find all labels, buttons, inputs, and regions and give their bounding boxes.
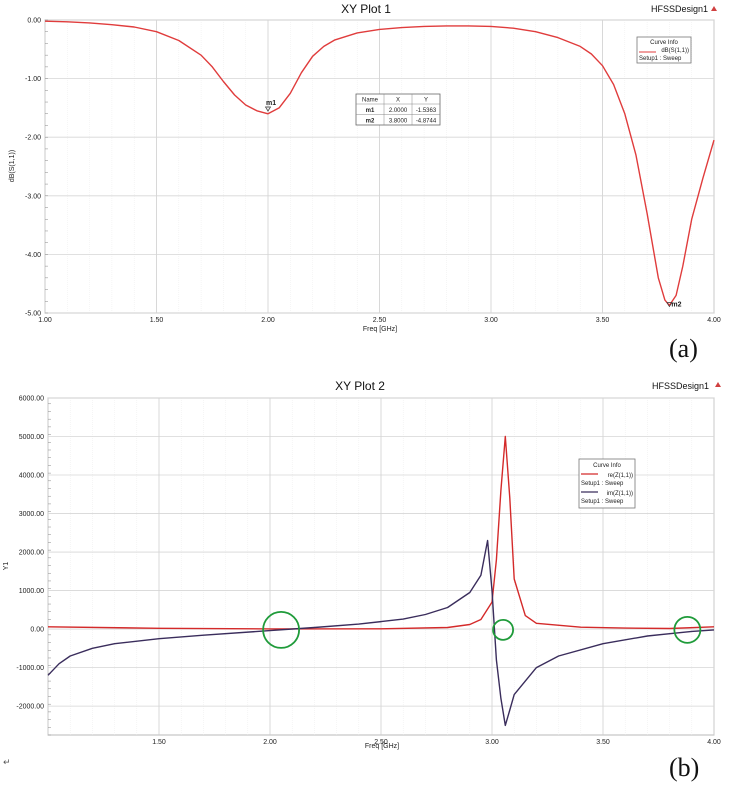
marker-table-header-x: X [396,98,400,104]
plot1-design-label: HFSSDesign1 [651,4,708,14]
marker-table-cell: m2 [366,119,375,125]
plot2-y-tick-label: 2000.00 [19,550,44,557]
plot1-y-tick-label: 0.00 [27,18,41,25]
marker-m1-glyph [264,106,272,112]
marker-m1-label: m1 [266,100,276,107]
plot2-legend-title: Curve Info [593,463,621,469]
plot2-x-tick-label: 2.00 [263,739,277,746]
plot2-series-line-1 [47,539,715,727]
plot2-y-tick-label: 5000.00 [19,434,44,441]
plot2-highlight-circle [673,615,702,644]
plot1-y-tick-label: -2.00 [25,135,41,142]
plot1-series [44,20,715,307]
marker-m2-glyph [666,302,673,308]
plot2-y-tick-label: 4000.00 [19,473,44,480]
marker-table-header-y: Y [424,98,428,104]
plot2-x-tick-label: 3.50 [596,739,610,746]
plot1-y-tick-label: -3.00 [25,193,41,200]
plot2-series [47,435,715,727]
plot2-x-tick-label: 4.00 [707,739,721,746]
plot1-x-tick-label: 3.50 [596,317,610,324]
marker-table-cell: 2.0000 [389,108,408,114]
plot1-markers: m1 m2 [264,100,682,309]
plot2-y-tick-label: 6000.00 [19,396,44,403]
marker-table-cell: -4.8744 [416,119,437,125]
plot1-x-tick-label: 2.00 [261,317,275,324]
plot1-y-tick-label: -4.00 [25,252,41,259]
plot1-grid [44,19,715,314]
plot2-legend: Curve Info re(Z(1,1)) Setup1 : Sweep im(… [578,458,636,509]
marker-m2-label: m2 [671,302,681,309]
plot1-title: XY Plot 1 [341,2,391,16]
plot1-series-line-0 [44,20,715,307]
plot2-title: XY Plot 2 [335,379,385,393]
panel-label-b: (b) [669,753,700,782]
marker-table-cell: m1 [366,108,375,114]
plot1-y-axis-title: dB(S(1,1)) [9,150,16,182]
plot1-legend-entry: Setup1 : Sweep [639,56,682,62]
plot2-legend-entry: im(Z(1,1)) [607,491,633,497]
plot1-legend-entry: dB(S(1,1)) [661,48,689,54]
plot1-x-axis-title: Freq [GHz] [363,326,397,333]
plot1-x-tick-label: 1.50 [150,317,164,324]
plot1-y-tick-label: -5.00 [25,311,41,318]
plot2-y-tick-label: -2000.00 [16,704,44,711]
plot2-x-tick-label: 2.50 [374,739,388,746]
plot2-highlight-circle [492,618,515,641]
panel-label-a: (a) [669,334,698,363]
plot2-y-tick-label: 0.00 [30,627,44,634]
plot2-legend-entry: Setup1 : Sweep [581,499,624,505]
plot2-legend-entry: Setup1 : Sweep [581,481,624,487]
xy-plot-2: XY Plot 2 HFSSDesign1 1.50 2.00 2.50 3.00 3.… [3,379,721,750]
plot1-tick-labels: 1.00 1.50 2.00 2.50 3.00 3.50 4.00 0.00 -1.00 -2.… [25,18,721,325]
plot1-legend: Curve Info dB(S(1,1)) Setup1 : Sweep [636,36,692,64]
plot1-x-tick-label: 4.00 [707,317,721,324]
plot1-x-tick-label: 2.50 [373,317,387,324]
plot1-marker-table: Name X Y m1 2.0000 -1.5363 m2 3.8000 -4.… [355,93,441,126]
plot1-x-tick-label: 3.00 [484,317,498,324]
plot2-y-tick-label: -1000.00 [16,665,44,672]
plot2-x-axis-title: Freq [GHz] [365,743,399,750]
plot2-legend-entry: re(Z(1,1)) [608,473,633,479]
marker-table-header-name: Name [362,98,379,104]
plot1-y-tick-label: -1.00 [25,76,41,83]
plot1-legend-title: Curve Info [650,40,678,46]
plot2-x-tick-label: 1.50 [152,739,166,746]
plot2-tick-labels: 1.50 2.00 2.50 3.00 3.50 4.00 6000.00 5000.00 40… [16,396,721,747]
plot2-triangle-icon [715,382,721,387]
xy-plot-1: XY Plot 1 HFSSDesign1 1.00 1.50 2.00 2.50 3.… [9,2,721,333]
plot2-highlight-circle [262,610,301,649]
marker-table-cell: -1.5363 [416,108,437,114]
plot2-y-tick-label: 1000.00 [19,588,44,595]
plot2-x-tick-label: 3.00 [485,739,499,746]
plot2-annotations [262,610,702,649]
plot1-triangle-icon [711,6,717,11]
plot2-series-line-0 [47,435,715,630]
marker-table-cell: 3.8000 [389,119,408,125]
plot2-grid [47,397,715,736]
plot2-y-axis-title: Y1 [3,562,10,571]
plot1-x-tick-label: 1.00 [38,317,52,324]
plot2-y-tick-label: 3000.00 [19,511,44,518]
return-mark: ↵ [3,758,11,768]
plot2-design-label: HFSSDesign1 [652,381,709,391]
